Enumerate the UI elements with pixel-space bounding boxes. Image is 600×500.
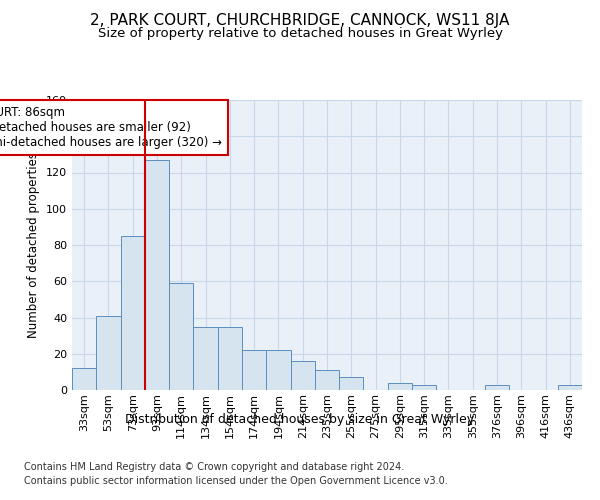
Bar bbox=[558, 384, 582, 390]
Bar bbox=[145, 160, 169, 390]
Bar bbox=[388, 383, 412, 390]
Bar bbox=[193, 326, 218, 390]
Bar bbox=[169, 283, 193, 390]
Y-axis label: Number of detached properties: Number of detached properties bbox=[28, 152, 40, 338]
Bar bbox=[218, 326, 242, 390]
Text: Contains HM Land Registry data © Crown copyright and database right 2024.: Contains HM Land Registry data © Crown c… bbox=[24, 462, 404, 472]
Bar bbox=[242, 350, 266, 390]
Bar bbox=[266, 350, 290, 390]
Text: Size of property relative to detached houses in Great Wyrley: Size of property relative to detached ho… bbox=[97, 28, 503, 40]
Text: 2 PARK COURT: 86sqm
← 22% of detached houses are smaller (92)
77% of semi-detach: 2 PARK COURT: 86sqm ← 22% of detached ho… bbox=[0, 106, 221, 149]
Text: 2, PARK COURT, CHURCHBRIDGE, CANNOCK, WS11 8JA: 2, PARK COURT, CHURCHBRIDGE, CANNOCK, WS… bbox=[91, 12, 509, 28]
Bar bbox=[96, 316, 121, 390]
Bar bbox=[485, 384, 509, 390]
Bar bbox=[72, 368, 96, 390]
Bar bbox=[290, 361, 315, 390]
Bar bbox=[315, 370, 339, 390]
Bar bbox=[339, 378, 364, 390]
Text: Distribution of detached houses by size in Great Wyrley: Distribution of detached houses by size … bbox=[125, 412, 475, 426]
Bar bbox=[412, 384, 436, 390]
Bar bbox=[121, 236, 145, 390]
Text: Contains public sector information licensed under the Open Government Licence v3: Contains public sector information licen… bbox=[24, 476, 448, 486]
